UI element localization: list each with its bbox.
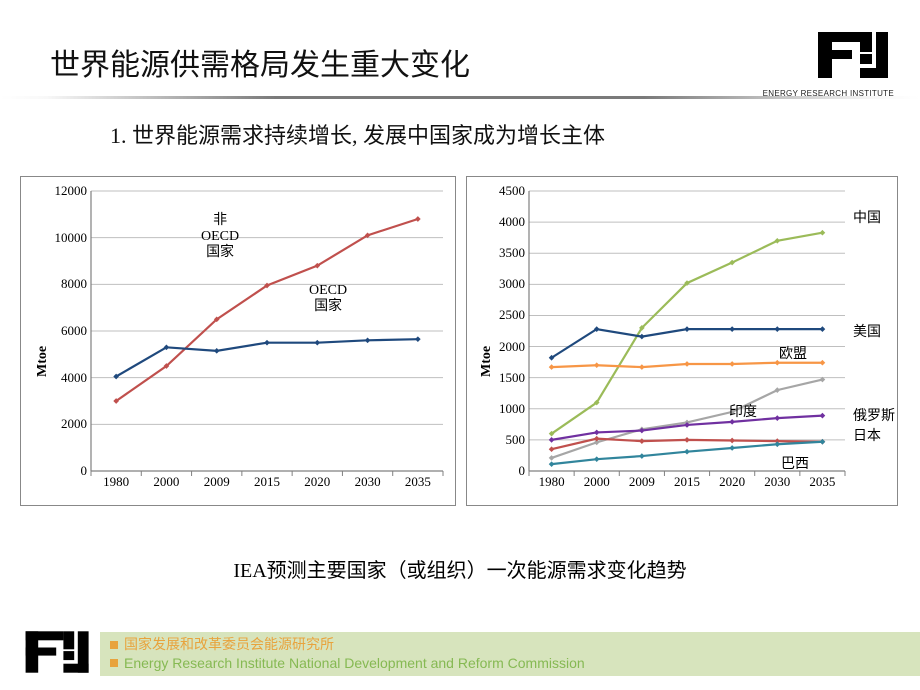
xtick: 2009 bbox=[204, 471, 230, 490]
series-label: 印度 bbox=[729, 401, 757, 421]
ylabel-left: Mtoe bbox=[35, 346, 51, 377]
chart-caption: IEA预测主要国家（或组织）一次能源需求变化趋势 bbox=[0, 554, 920, 583]
series-label: OECD国家 bbox=[309, 283, 347, 315]
ytick: 0 bbox=[81, 463, 92, 479]
xtick: 2030 bbox=[355, 471, 381, 490]
xtick: 1980 bbox=[103, 471, 129, 490]
xtick: 2035 bbox=[405, 471, 431, 490]
xtick: 1980 bbox=[539, 471, 565, 490]
xtick: 2000 bbox=[584, 471, 610, 490]
ytick: 2000 bbox=[61, 416, 91, 432]
ytick: 0 bbox=[519, 463, 530, 479]
footer-text-1: 国家发展和改革委员会能源研究所 bbox=[124, 635, 334, 654]
logo-bottom-left bbox=[22, 627, 94, 682]
xtick: 2020 bbox=[719, 471, 745, 490]
series-label: 日本 bbox=[853, 425, 881, 445]
ytick: 4500 bbox=[499, 183, 529, 199]
footer-line-1: 国家发展和改革委员会能源研究所 bbox=[110, 635, 920, 654]
bullet-icon bbox=[110, 641, 118, 649]
xtick: 2015 bbox=[254, 471, 280, 490]
footer-text-2: Energy Research Institute National Devel… bbox=[124, 654, 585, 673]
chart-right: Mtoe 05001000150020002500300035004000450… bbox=[466, 176, 898, 506]
footer-line-2: Energy Research Institute National Devel… bbox=[110, 654, 920, 673]
subtitle: 1. 世界能源需求持续增长, 发展中国家成为增长主体 bbox=[110, 118, 605, 150]
series-label: 巴西 bbox=[781, 453, 809, 473]
series-label: 非OECD国家 bbox=[201, 213, 239, 261]
ytick: 4000 bbox=[61, 370, 91, 386]
ytick: 500 bbox=[506, 432, 530, 448]
ytick: 1500 bbox=[499, 370, 529, 386]
ytick: 3000 bbox=[499, 276, 529, 292]
chart-panels: Mtoe 02000400060008000100001200019802000… bbox=[20, 176, 898, 506]
series-label: 欧盟 bbox=[779, 343, 807, 363]
ytick: 6000 bbox=[61, 323, 91, 339]
xtick: 2009 bbox=[629, 471, 655, 490]
logo-caption: ENERGY RESEARCH INSTITUTE bbox=[763, 89, 894, 98]
logo-top-right: ENERGY RESEARCH INSTITUTE bbox=[763, 28, 894, 98]
ytick: 4000 bbox=[499, 214, 529, 230]
footer: 国家发展和改革委员会能源研究所 Energy Research Institut… bbox=[0, 618, 920, 690]
footer-bar: 国家发展和改革委员会能源研究所 Energy Research Institut… bbox=[100, 632, 920, 676]
chart-left: Mtoe 02000400060008000100001200019802000… bbox=[20, 176, 456, 506]
ytick: 3500 bbox=[499, 245, 529, 261]
ytick: 10000 bbox=[55, 230, 92, 246]
xtick: 2015 bbox=[674, 471, 700, 490]
xtick: 2030 bbox=[764, 471, 790, 490]
series-label: 俄罗斯 bbox=[853, 405, 895, 425]
plot-right: 0500100015002000250030003500400045001980… bbox=[529, 191, 845, 471]
ytick: 2000 bbox=[499, 339, 529, 355]
ylabel-right: Mtoe bbox=[479, 346, 495, 377]
series-label: 中国 bbox=[853, 207, 881, 227]
bullet-icon bbox=[110, 659, 118, 667]
plot-left: 0200040006000800010000120001980200020092… bbox=[91, 191, 443, 471]
xtick: 2035 bbox=[809, 471, 835, 490]
ytick: 8000 bbox=[61, 276, 91, 292]
xtick: 2020 bbox=[304, 471, 330, 490]
page-title: 世界能源供需格局发生重大变化 bbox=[50, 40, 470, 84]
series-label: 美国 bbox=[853, 321, 881, 341]
ytick: 1000 bbox=[499, 401, 529, 417]
ytick: 12000 bbox=[55, 183, 92, 199]
xtick: 2000 bbox=[153, 471, 179, 490]
ytick: 2500 bbox=[499, 307, 529, 323]
